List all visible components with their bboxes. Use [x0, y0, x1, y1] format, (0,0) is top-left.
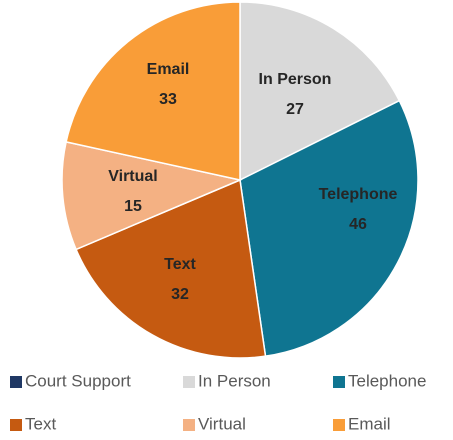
slice-label-value: 15 [124, 198, 142, 215]
legend-label: In Person [198, 371, 271, 390]
slice-label-value: 32 [171, 286, 189, 303]
legend-label: Virtual [198, 414, 246, 433]
legend-swatch [10, 419, 22, 431]
legend-label: Court Support [25, 371, 131, 390]
legend-swatch [10, 376, 22, 388]
pie-slice [61, 141, 243, 251]
legend-swatch [333, 419, 345, 431]
slice-label-name: Email [147, 61, 190, 78]
pie-slice [75, 178, 267, 359]
slice-label-name: Virtual [108, 168, 158, 185]
pie-slice [239, 1, 401, 182]
pie-slice [65, 1, 241, 181]
slice-label-value: 46 [349, 216, 367, 233]
slice-label-name: Telephone [319, 186, 398, 203]
pie-slice [239, 99, 419, 358]
slice-label-name: In Person [259, 71, 332, 88]
slice-label-value: 33 [159, 91, 177, 108]
legend-label: Text [25, 414, 56, 433]
slice-label-value: 27 [286, 101, 304, 118]
legend-swatch [333, 376, 345, 388]
legend-label: Email [348, 414, 391, 433]
legend-swatch [183, 419, 195, 431]
legend-swatch [183, 376, 195, 388]
slice-label-name: Text [164, 256, 196, 273]
legend-label: Telephone [348, 371, 426, 390]
